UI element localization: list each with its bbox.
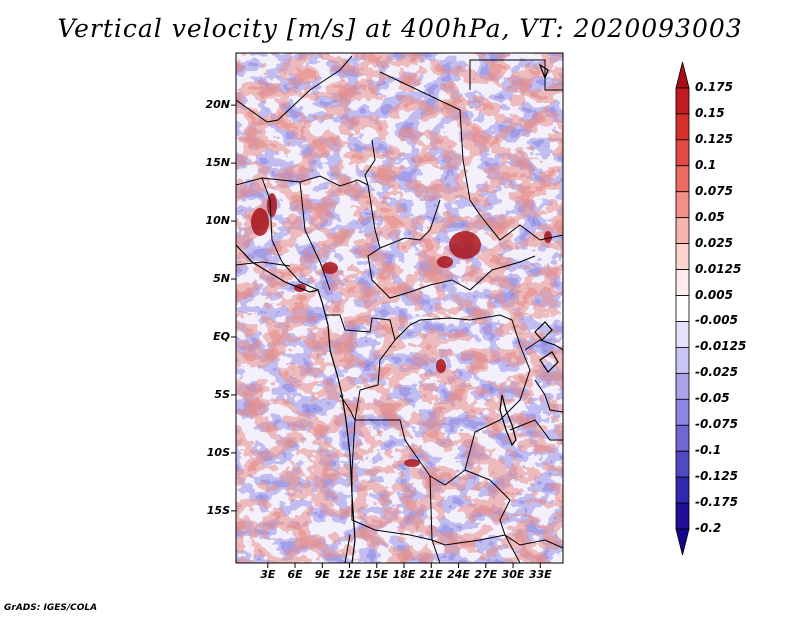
colorbar-label: 0.1: [695, 157, 717, 172]
colorbar-label: 0.05: [695, 209, 725, 224]
map-frame: [235, 52, 564, 564]
x-tick-label: 9E: [314, 568, 330, 581]
colorbar-label: 0.15: [695, 105, 725, 120]
y-tick-label: 5N: [213, 272, 230, 286]
colorbar-label: -0.025: [695, 365, 738, 380]
colorbar-label: 0.075: [695, 183, 733, 198]
y-tick-label: 15N: [205, 156, 230, 170]
colorbar-segment: [675, 398, 690, 426]
x-tick-label: 30E: [501, 568, 525, 581]
coastline: [236, 244, 356, 563]
colorbar-segment: [675, 528, 690, 556]
colorbar-segment: [675, 347, 690, 374]
colorbar-label: -0.05: [695, 391, 730, 406]
country-borders: [236, 55, 563, 563]
y-tick-label: 5S: [214, 387, 230, 401]
colorbar-segment: [675, 502, 690, 530]
colorbar-label: 0.005: [695, 287, 733, 302]
colorbar-label: -0.0125: [695, 339, 747, 354]
x-tick-marks: [267, 563, 541, 568]
colorbar-segment: [675, 165, 690, 193]
lakes: [499, 63, 559, 447]
colorbar-label: -0.175: [695, 495, 738, 510]
colorbar-segment: [675, 243, 690, 270]
colorbar-segment: [675, 87, 690, 115]
x-tick-label: 3E: [260, 568, 276, 581]
x-tick-label: 24E: [447, 568, 470, 581]
y-tick-label: 10S: [206, 445, 230, 459]
colorbar-segment: [675, 113, 690, 141]
x-tick-label: 27E: [474, 568, 498, 581]
colorbar-segment: [675, 450, 690, 478]
footer-credit: GrADS: IGES/COLA: [4, 603, 98, 613]
colorbar-segment: [675, 269, 690, 296]
colorbar-segment: [675, 61, 690, 89]
colorbar-segment: [675, 139, 690, 167]
y-tick-label: EQ: [213, 329, 230, 343]
colorbar-segment: [675, 217, 690, 245]
x-tick-label: 6E: [287, 568, 303, 581]
colorbar-label: 0.175: [695, 79, 733, 94]
colorbar-segment: [675, 424, 690, 452]
x-tick-label: 21E: [419, 568, 443, 581]
y-tick-label: 20N: [205, 98, 230, 112]
colorbar-label: -0.075: [695, 417, 738, 432]
colorbar-segment: [675, 295, 690, 322]
colorbar-label: 0.0125: [695, 261, 742, 276]
colorbar-label: -0.1: [695, 443, 722, 458]
x-tick-label: 12E: [338, 568, 361, 581]
colorbar-segment: [675, 476, 690, 504]
colorbar-label: -0.2: [695, 521, 722, 536]
colorbar-segment: [675, 191, 690, 219]
colorbar-segment: [675, 321, 690, 348]
map-field: [236, 53, 563, 563]
y-tick-label: 10N: [205, 214, 230, 228]
x-tick-label: 15E: [365, 568, 389, 581]
y-tick-label: 15S: [206, 503, 230, 517]
colorbar: [675, 61, 690, 556]
colorbar-segment: [675, 372, 690, 400]
colorbar-label: -0.125: [695, 469, 738, 484]
x-tick-label: 18E: [392, 568, 416, 581]
chart-title: Vertical velocity [m/s] at 400hPa, VT: 2…: [57, 14, 743, 43]
x-tick-label: 33E: [528, 568, 552, 581]
colorbar-label: 0.125: [695, 131, 733, 146]
colorbar-label: 0.025: [695, 235, 733, 250]
colorbar-label: -0.005: [695, 313, 738, 328]
y-tick-marks: [231, 104, 236, 512]
